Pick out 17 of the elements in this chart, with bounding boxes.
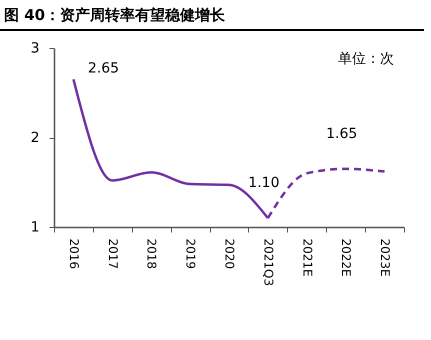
x-tick-label: 2017: [106, 238, 120, 270]
y-tick-label: 1: [30, 220, 40, 236]
chart-title: 图 40：资产周转率有望稳健增长: [0, 0, 424, 31]
data-label: 2.65: [88, 60, 120, 76]
annotation: 单位：次: [338, 51, 394, 67]
data-label: 1.65: [326, 126, 358, 142]
x-tick-label: 2022E: [339, 238, 354, 277]
x-tick-label: 2019: [184, 238, 198, 270]
x-tick-label: 2023E: [378, 238, 392, 277]
y-tick-label: 3: [30, 40, 40, 56]
data-label: 1.10: [248, 175, 280, 192]
x-tick-label: 2018: [144, 238, 159, 270]
x-tick-label: 2021Q3: [261, 238, 276, 286]
x-tick-label: 2020: [222, 238, 236, 270]
y-tick-label: 2: [30, 130, 40, 146]
x-tick-label: 2016: [66, 238, 81, 270]
x-tick-label: 2021E: [300, 238, 314, 277]
